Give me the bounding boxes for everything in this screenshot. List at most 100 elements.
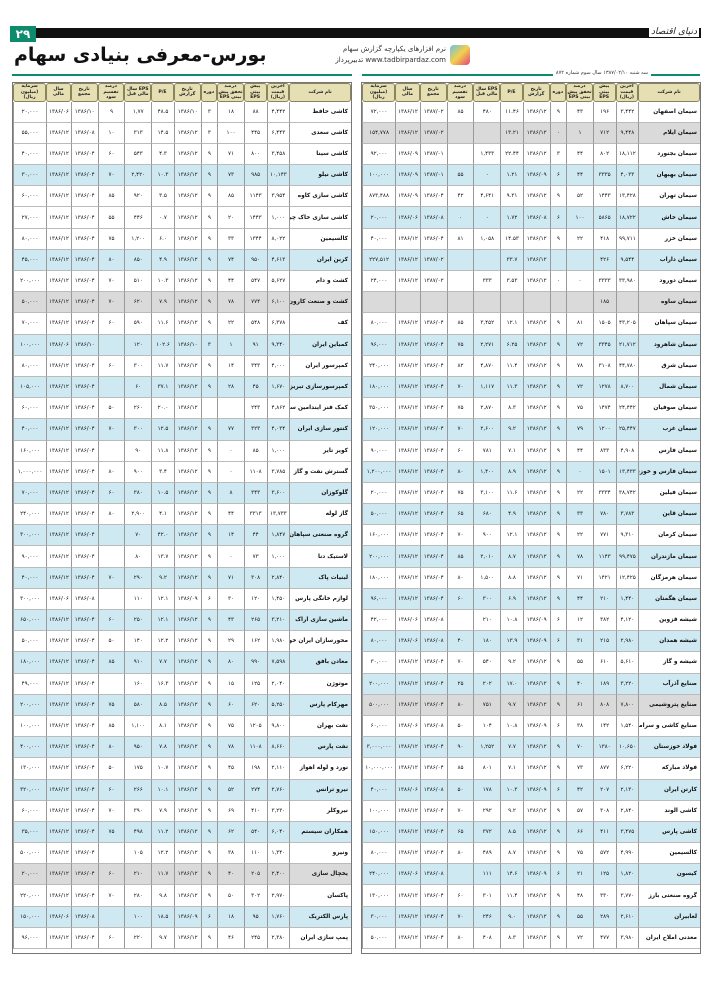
dividend-percent-cell: ۸۰ [446,927,474,949]
capital-cell: ۸۰,۰۰۰ [362,631,396,653]
report-date-cell: ۱۳۸۶/۱۲ [522,737,550,759]
report-date-cell: ۱۳۸۶/۰۹ [522,165,550,187]
table-row: گسترش نفت و گاز ۳,۷۸۵ ۱۱۰۸ ۰ ۹ ۱۳۸۶/۱۲ ۳.۴ ۹۰۰ ۸… [13,461,351,483]
pe-ratio-cell: ۴.۳ [151,143,174,166]
last-price-cell: ۹۹,۷۱۱ [615,228,639,250]
fiscal-year-cell: ۱۳۸۶/۱۲ [46,165,71,187]
dividend-percent-cell [446,249,474,271]
pe-ratio-cell: ۱۱.۸ [151,440,174,462]
dividend-percent-cell [97,588,125,610]
pe-ratio-cell: ۱۴.۵ [151,122,174,144]
meeting-date-cell: ۱۳۸۶/۰۴ [419,737,447,759]
fiscal-year-cell: ۱۳۸۶/۰۶ [395,715,420,738]
table-row: سیمان خاش ۱۸,۷۲۲ ۵۸۶۵ ۱۰۰ ۶ ۱۳۸۶/۰۸ ۱.۷۲ ۰ ۰ ۱۳۸۶… [362,207,700,229]
eps-realization-cell: ۷۸ [566,546,593,568]
table-row: کشت و صنعت کارون ۶,۱۰۰ ۷۷۴ ۷۸ ۹ ۱۳۸۶/۱۲ ۷.۹ ۶۲۰… [13,292,351,314]
eps-forecast-cell: ۱۸۹ [592,673,616,695]
period-cell: ۹ [200,927,218,949]
pe-ratio-cell: ۱۲.۲ [151,843,174,865]
period-cell: ۹ [200,885,218,907]
eps-forecast-cell: ۷۳ [243,546,267,568]
last-price-cell: ۳۳,۹۸۰ [615,271,639,293]
eps-forecast-cell: ۵۷۲ [592,843,616,865]
capital-cell: ۵۰۰,۰۰۰ [13,843,47,865]
eps-forecast-cell: ۴۱۰ [243,800,267,822]
meeting-date-cell: ۱۳۸۶/۰۴ [419,398,447,420]
meeting-date-cell: ۱۳۸۶/۰۴ [419,186,447,208]
divider [362,74,700,76]
eps-forecast-cell: ۹۵ [243,906,267,928]
table-row: یخچال سازی ۲,۴۰۰ ۲۰۵ ۴۰ ۹ ۱۳۸۶/۱۲ ۱۱.۷ ۲۱۰ ۶۰ ۱۳۸… [13,864,351,886]
company-name-cell: نفت بهران [289,715,351,738]
last-price-cell: ۲,۶۱۰ [615,906,639,928]
meeting-date-cell: ۱۳۸۶/۰۴ [419,355,447,377]
report-date-cell: ۱۳۸۶/۱۲ [173,779,201,801]
period-cell: ۶ [549,715,567,738]
period-cell: ۹ [549,673,567,695]
report-date-cell: ۱۳۸۶/۱۲ [173,504,201,526]
table-row: سیمان شمال ۸,۷۰۰ ۱۲۷۸ ۷۲ ۹ ۱۳۸۶/۱۲ ۱۱.۳ ۱,۱۱۷ ۷۰… [362,376,700,399]
meeting-date-cell: ۱۳۸۶/۰۴ [70,355,98,377]
eps-realization-cell: ۱۸ [217,906,244,928]
report-date-cell: ۱۳۸۶/۱۲ [522,843,550,865]
eps-realization-cell: ۶۹ [217,800,244,822]
last-price-cell: ۱,۷۶۰ [266,906,290,928]
capital-cell: ۱۶۰,۰۰۰ [13,440,47,462]
eps-realization-cell: ۴۴ [217,271,244,293]
eps-forecast-cell: ۷۷۱ [592,525,616,547]
dividend-percent-cell [97,334,125,356]
capital-cell: ۸۰,۰۰۰ [362,313,396,335]
report-date-cell: ۱۳۸۶/۱۲ [522,143,550,166]
last-price-cell: ۳,۶۰۰ [266,482,290,505]
dividend-percent-cell: ۷۵ [97,694,125,716]
fiscal-year-cell: ۱۳۸۶/۱۲ [46,525,71,547]
fiscal-year-cell: ۱۳۸۶/۱۲ [46,843,71,865]
eps-prior-cell: ۳۰۰ [124,355,152,377]
period-cell: ۹ [549,588,567,610]
last-price-cell: ۱,۸۴۷ [266,525,290,547]
last-price-cell: ۱,۸۲۰ [615,864,639,886]
meeting-date-cell: ۱۳۸۶/۰۴ [419,504,447,526]
eps-prior-cell: ۷۸۱ [473,440,501,462]
period-cell: ۹ [549,419,567,441]
period-cell: ۹ [200,504,218,526]
meeting-date-cell: ۱۳۸۶/۰۴ [70,885,98,907]
meeting-date-cell: ۱۳۸۶/۰۴ [70,567,98,589]
eps-forecast-cell: ۱۲۰۵ [243,715,267,738]
fiscal-year-cell: ۱۳۸۶/۱۲ [46,927,71,949]
fiscal-year-cell: ۱۳۸۶/۱۲ [46,504,71,526]
newspaper-name: دنیای اقتصاد [649,27,699,37]
period-cell: ۹ [200,525,218,547]
pe-ratio-cell: ۱۱.۴ [500,355,523,377]
last-price-cell: ۲۴,۴۴۲ [615,398,639,420]
fiscal-year-cell: ۱۳۸۶/۱۲ [46,694,71,716]
fiscal-year-cell: ۱۳۸۶/۱۲ [395,101,420,123]
dividend-percent-cell [446,271,474,293]
eps-prior-cell: ۱,۲۰۰ [124,228,152,250]
fiscal-year-cell [395,292,420,314]
dividend-percent-cell: ۴۰ [446,631,474,653]
fiscal-year-cell: ۱۳۸۶/۱۲ [395,122,420,144]
table-row: کاشی حافظ ۴,۴۴۲ ۸۸ ۱۸ ۳ ۱۳۸۶/۱۰ ۴۸.۵ ۱,۷۷ ۹ ۱۳۸۶/… [13,101,351,123]
capital-cell: ۲۴۰,۰۰۰ [362,864,396,886]
eps-forecast-cell: ۱۲۰۰ [592,419,616,441]
meeting-date-cell: ۱۳۸۶/۰۴ [419,821,447,844]
dividend-percent-cell: ۵۰ [97,398,125,420]
report-date-cell: ۱۳۸۶/۱۲ [522,673,550,695]
eps-prior-cell: ۱,۷۷ [124,101,152,123]
meeting-date-cell: ۱۳۸۶/۰۴ [70,546,98,568]
eps-realization-cell: ۲۲ [566,482,593,505]
pe-ratio-cell: ۰.۷ [151,207,174,229]
eps-realization-cell: ۶۱ [566,694,593,716]
last-price-cell: ۸,۰۲۲ [266,228,290,250]
column-header-eps-forecast: پیش بینی EPS [243,83,267,102]
pe-ratio-cell: ۱۰.۷ [151,758,174,780]
eps-prior-cell: ۹۱۰ [124,652,152,674]
column-header-eps-forecast: پیش بینی EPS [592,83,616,102]
column-header-fiscal-year: سال مالی [395,83,420,102]
fiscal-year-cell: ۱۳۸۶/۱۲ [395,673,420,695]
report-date-cell: ۱۳۸۶/۱۲ [173,419,201,441]
company-name-cell: سیمان خاش [638,207,700,229]
column-header-eps-realization: درصد تحقق پیش بینی EPS [217,83,244,102]
fiscal-year-cell: ۱۳۸۶/۱۲ [395,546,420,568]
